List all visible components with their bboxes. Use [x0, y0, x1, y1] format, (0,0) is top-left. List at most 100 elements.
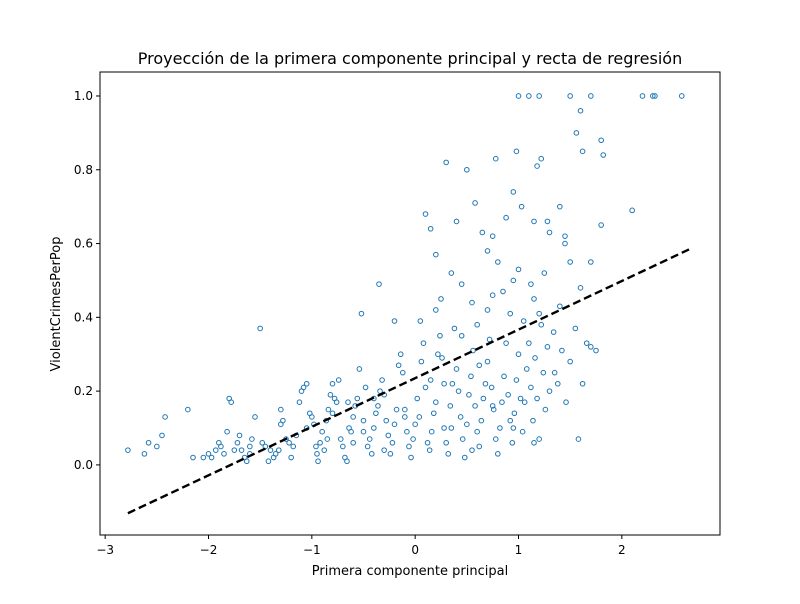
scatter-point [598, 222, 604, 228]
scatter-point [489, 292, 496, 299]
scatter-point [513, 377, 520, 383]
scatter-point [414, 395, 421, 402]
scatter-point [536, 310, 542, 317]
scatter-point [588, 259, 594, 265]
scatter-point [404, 428, 410, 435]
scatter-point [567, 259, 573, 265]
scatter-point [562, 233, 568, 239]
scatter-point [417, 318, 424, 324]
scatter-point [536, 93, 542, 99]
scatter-point [145, 439, 152, 446]
scatter-point [472, 403, 478, 409]
scatter-point [523, 366, 530, 372]
scatter-point [499, 399, 505, 405]
scatter-point [238, 447, 245, 453]
scatter-point [575, 436, 582, 442]
scatter-point [629, 207, 635, 214]
scatter-point [453, 366, 460, 372]
scatter-point [542, 406, 549, 413]
scatter-point [125, 447, 131, 453]
scatter-point [159, 432, 165, 439]
scatter-point [418, 358, 425, 365]
scatter-point [313, 443, 319, 450]
scatter-point [360, 428, 367, 435]
scatter-point [427, 377, 434, 383]
scatter-point [510, 277, 517, 284]
scatter-point [546, 229, 553, 236]
scatter-point [350, 414, 356, 420]
x-tick-label: 1 [515, 543, 523, 557]
scatter-point [464, 166, 470, 173]
scatter-point [476, 362, 483, 369]
y-tick-label: 0.6 [74, 237, 93, 251]
axes-frame [99, 71, 721, 536]
scatter-point [327, 392, 334, 398]
scatter-point [402, 414, 408, 420]
scatter-point [200, 454, 207, 461]
scatter-point [387, 451, 394, 457]
scatter-point [329, 410, 336, 417]
scatter-point [544, 218, 551, 225]
scatter-point [371, 425, 377, 431]
scatter-point [546, 388, 553, 394]
scatter-point [534, 163, 540, 169]
scatter-point [562, 240, 568, 247]
scatter-point [366, 436, 373, 442]
scatter-point [532, 355, 538, 361]
scatter-point [507, 417, 514, 424]
scatter-point [154, 443, 160, 450]
scatter-point [544, 344, 551, 350]
scatter-point [520, 318, 527, 324]
scatter-point [497, 425, 503, 431]
scatter-point [554, 380, 561, 387]
scatter-point [391, 421, 398, 428]
scatter-point [469, 447, 475, 453]
scatter-point [303, 380, 310, 387]
scatter-point [598, 137, 604, 144]
scatter-point [324, 436, 331, 442]
scatter-point [430, 410, 437, 417]
scatter-point [325, 406, 332, 413]
scatter-point [449, 380, 456, 387]
scatter-point [406, 443, 412, 450]
x-tick-label: 0 [411, 543, 419, 557]
scatter-point [448, 425, 455, 431]
scatter-point [345, 399, 351, 405]
scatter-point [470, 347, 476, 354]
scatter-point [416, 414, 423, 420]
scatter-point [678, 93, 685, 99]
scatter-point [650, 93, 656, 99]
scatter-point [510, 425, 517, 431]
scatter-point [557, 303, 563, 310]
scatter-point [333, 399, 340, 405]
scatter-point [531, 439, 537, 446]
scatter-point [360, 417, 367, 424]
scatter-point [526, 340, 532, 346]
y-tick-label: 0.2 [74, 384, 93, 398]
scatter-point [412, 421, 418, 428]
scatter-point [317, 439, 323, 446]
scatter-point [593, 347, 599, 354]
scatter-point [228, 399, 235, 405]
scatter-point [344, 458, 350, 465]
scatter-point [443, 159, 449, 166]
scatter-point [410, 436, 416, 442]
scatter-point [427, 225, 434, 232]
scatter-point [550, 329, 557, 335]
scatter-point [458, 281, 465, 287]
scatter-point [221, 451, 227, 457]
scatter-point [495, 451, 501, 457]
scatter-point [559, 347, 565, 354]
scatter-point [205, 451, 212, 457]
scatter-point [321, 447, 328, 453]
scatter-point [536, 436, 542, 442]
scatter-point [455, 388, 462, 394]
scatter-point [489, 233, 496, 239]
scatter-point [435, 351, 441, 358]
scatter-point [515, 351, 522, 358]
scatter-point [484, 248, 491, 254]
scatter-point [364, 443, 371, 450]
scatter-point [472, 200, 478, 206]
scatter-point [466, 392, 472, 398]
